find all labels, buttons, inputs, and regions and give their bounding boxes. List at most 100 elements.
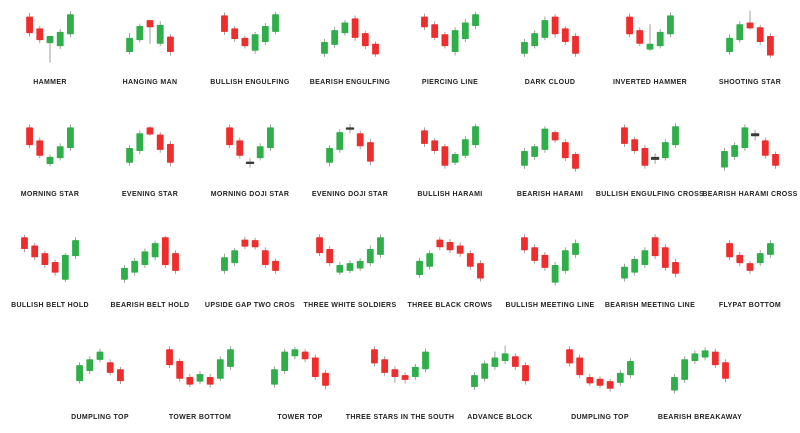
candlestick-chart bbox=[471, 345, 529, 390]
bearish-candle-body bbox=[371, 349, 378, 364]
bearish-candle-body bbox=[446, 242, 454, 251]
bearish-candle-body bbox=[711, 351, 719, 366]
bullish-candle-body bbox=[721, 150, 728, 168]
bearish-candle-body bbox=[586, 376, 594, 384]
candlestick-chart bbox=[521, 14, 579, 57]
bearish-candle-body bbox=[31, 245, 39, 258]
pattern-label: BEARISH BELT HOLD bbox=[110, 302, 190, 310]
bearish-candle-body bbox=[551, 16, 559, 35]
bullish-candle-body bbox=[656, 31, 664, 47]
bullish-candle-body bbox=[231, 250, 239, 264]
bearish-candle-body bbox=[561, 141, 569, 158]
bearish-candle-body bbox=[436, 239, 444, 248]
pattern-row-3: BULLISH BELT HOLD BEARISH BELT HOLD UPSIDE… bbox=[0, 231, 800, 309]
bullish-candle-body bbox=[671, 376, 678, 391]
bullish-candle-body bbox=[221, 257, 228, 272]
candlestick-chart bbox=[166, 346, 234, 388]
candlestick-chart bbox=[371, 346, 429, 384]
bullish-candle-body bbox=[521, 150, 528, 166]
pattern-cell: MORNING DOJI STAR bbox=[200, 120, 300, 198]
bullish-candle-body bbox=[281, 351, 289, 372]
bearish-candle-body bbox=[26, 16, 33, 34]
bearish-candle-body bbox=[511, 356, 519, 367]
bullish-candle-body bbox=[416, 261, 423, 276]
bearish-candle-body bbox=[241, 239, 249, 247]
bullish-candle-body bbox=[141, 251, 149, 266]
bullish-candle-body bbox=[471, 375, 478, 387]
bullish-candle-body bbox=[227, 349, 234, 367]
bearish-candle-body bbox=[576, 357, 584, 376]
doji-bar bbox=[750, 132, 760, 136]
bearish-candle-body bbox=[231, 28, 239, 39]
bearish-candle-body bbox=[606, 381, 614, 389]
bullish-candle-body bbox=[646, 43, 654, 50]
bearish-candle-body bbox=[356, 132, 364, 146]
bullish-candle-body bbox=[196, 373, 204, 382]
bullish-candle-body bbox=[356, 261, 364, 269]
bullish-candle-body bbox=[451, 153, 459, 163]
pattern-cell: BULLISH ENGULFING CROSS bbox=[596, 120, 704, 198]
bearish-candle-body bbox=[206, 376, 214, 385]
bearish-candle-body bbox=[621, 127, 628, 144]
bullish-candle-body bbox=[641, 250, 649, 266]
bullish-candle-body bbox=[377, 237, 384, 256]
candlestick-chart bbox=[626, 12, 674, 51]
bearish-candle-body bbox=[761, 140, 769, 156]
bearish-candle-body bbox=[531, 247, 539, 262]
pattern-label: MORNING STAR bbox=[20, 190, 80, 198]
candlestick-chart bbox=[316, 234, 384, 276]
bearish-candle-body bbox=[51, 262, 59, 273]
bearish-candle-body bbox=[746, 22, 754, 29]
bearish-candle-body bbox=[146, 20, 154, 28]
bullish-candle-body bbox=[491, 357, 499, 367]
bullish-candle-body bbox=[422, 351, 429, 370]
bullish-candle-body bbox=[67, 127, 74, 148]
bullish-candle-body bbox=[56, 31, 64, 47]
doji-bar bbox=[650, 156, 660, 160]
bullish-candle-body bbox=[481, 363, 489, 379]
bearish-candle-body bbox=[146, 127, 154, 135]
bearish-candle-body bbox=[431, 24, 439, 38]
bearish-candle-body bbox=[172, 253, 179, 272]
bearish-candle-body bbox=[176, 360, 184, 379]
pattern-cell: BEARISH BREAKAWAY bbox=[650, 343, 750, 421]
pattern-cell: BEARISH HARAMI bbox=[500, 120, 600, 198]
bearish-candle-body bbox=[106, 362, 114, 373]
bullish-candle-body bbox=[56, 145, 64, 158]
candlestick-chart bbox=[271, 346, 329, 390]
pattern-cell: UPSIDE GAP TWO CROS bbox=[200, 231, 300, 309]
bullish-candle-body bbox=[736, 24, 744, 41]
bullish-candle-body bbox=[346, 263, 354, 272]
pattern-cell: PIERCING LINE bbox=[400, 8, 500, 86]
bearish-candle-body bbox=[272, 261, 279, 272]
bullish-candle-body bbox=[366, 249, 374, 264]
bearish-candle-body bbox=[261, 250, 269, 266]
bullish-candle-body bbox=[336, 131, 344, 150]
pattern-label: HANGING MAN bbox=[122, 79, 178, 86]
bearish-candle-body bbox=[672, 262, 679, 275]
bearish-candle-body bbox=[186, 376, 194, 385]
bearish-candle-body bbox=[421, 130, 428, 144]
bearish-candle-body bbox=[311, 357, 319, 377]
candlestick-chart bbox=[671, 347, 729, 394]
pattern-row-1: HAMMER HANGING MAN BULLISH ENGULFING BEARIS… bbox=[0, 8, 800, 86]
bullish-candle-body bbox=[61, 255, 69, 281]
bullish-candle-body bbox=[291, 349, 299, 357]
candlestick-chart bbox=[226, 124, 274, 168]
bullish-candle-body bbox=[216, 359, 224, 379]
pattern-label: BULLISH BELT HOLD bbox=[11, 302, 89, 310]
pattern-label: THREE BLACK CROWS bbox=[407, 302, 493, 310]
candlestick-chart bbox=[421, 123, 479, 169]
pattern-cell: HANGING MAN bbox=[100, 8, 200, 86]
bullish-candle-body bbox=[256, 145, 264, 158]
pattern-cell: TOWER BOTTOM bbox=[150, 343, 250, 421]
candlestick-chart bbox=[721, 124, 779, 171]
candlestick-chart bbox=[416, 236, 484, 282]
candlestick-chart bbox=[321, 15, 379, 57]
bullish-candle-body bbox=[451, 30, 459, 52]
pattern-label: THREE STARS IN THE SOUTH bbox=[345, 413, 455, 421]
bullish-candle-body bbox=[341, 22, 349, 34]
bullish-candle-body bbox=[136, 26, 144, 41]
bearish-candle-body bbox=[167, 143, 174, 163]
